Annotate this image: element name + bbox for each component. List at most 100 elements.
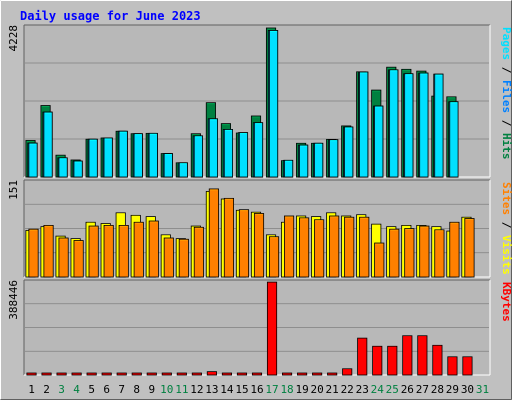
bar-sites-day-7 [118, 225, 129, 278]
bar-sites-day-9-face [148, 220, 159, 278]
bar-pages-day-14 [223, 129, 233, 178]
y-max-label: 388446 [7, 280, 20, 320]
bar-pages-day-24 [374, 105, 384, 178]
bar-kbytes-day-2 [41, 372, 52, 376]
bar-kbytes-day-14 [221, 372, 232, 376]
x-tick-label: 2 [43, 383, 50, 396]
bar-sites-day-29 [449, 221, 460, 278]
x-tick-label: 5 [88, 383, 95, 396]
bar-pages-day-12-face [193, 135, 203, 178]
bar-sites-day-4-face [73, 240, 84, 278]
bar-pages-day-21-face [329, 139, 339, 178]
bar-kbytes-day-4 [71, 372, 82, 376]
x-tick-label: 28 [431, 383, 444, 396]
x-axis-labels: 1 2 3 4 5 6 7 8 9 10 11 12 13 14 15 16 17 18 19 20 21 22 23 24 2… [28, 383, 489, 396]
x-tick-label: 15 [235, 383, 248, 396]
bar-sites-day-17 [268, 236, 280, 278]
bar-sites-day-25-face [389, 228, 400, 278]
x-tick-label: 20 [311, 383, 324, 396]
bar-pages-day-10-face [163, 153, 173, 178]
bar-pages-day-1-face [28, 142, 38, 178]
x-tick-label: 23 [356, 383, 369, 396]
bar-sites-day-24 [374, 242, 385, 278]
bar-sites-day-8-face [133, 221, 144, 278]
x-tick-label: 9 [148, 383, 155, 396]
bar-pages-day-2 [43, 111, 53, 178]
legend-kbytes: KBytes [500, 282, 512, 322]
bar-pages-day-13 [208, 118, 218, 178]
bar-sites-day-28-face [434, 229, 445, 278]
bar-pages-day-24-face [374, 105, 384, 178]
bar-pages-day-27 [419, 72, 429, 178]
bar-pages-day-19 [299, 144, 309, 178]
bar-pages-day-15 [238, 132, 249, 178]
bar-sites-day-21 [329, 215, 340, 278]
x-tick-label: 27 [416, 383, 429, 396]
bar-kbytes-day-16 [251, 372, 263, 376]
bar-kbytes-day-22 [342, 368, 353, 376]
bar-sites-day-24-face [374, 242, 385, 278]
y-max-label: 4228 [7, 25, 20, 52]
x-tick-label: 11 [175, 383, 188, 396]
bar-sites-day-16 [253, 213, 265, 278]
x-tick-label: 4 [73, 383, 80, 396]
x-tick-label: 6 [103, 383, 110, 396]
panel-2: 151 Sites / Visits [7, 179, 512, 278]
x-tick-label: 18 [280, 383, 293, 396]
bar-sites-day-1-face [28, 228, 39, 278]
bar-sites-day-22 [344, 216, 355, 278]
bar-pages-day-4-face [73, 160, 83, 178]
bar-sites-day-16-face [253, 213, 265, 278]
bar-sites-day-5 [88, 225, 99, 278]
bar-pages-day-13-face [208, 118, 218, 178]
bar-sites-day-19-face [299, 217, 310, 278]
bar-pages-day-15-face [238, 132, 249, 178]
bar-kbytes-day-6 [101, 372, 112, 376]
bar-sites-day-20 [314, 219, 325, 278]
bar-sites-day-23 [359, 216, 370, 278]
bar-pages-day-4 [73, 160, 83, 178]
bar-pages-day-16 [253, 122, 264, 178]
x-tick-label: 21 [326, 383, 339, 396]
bar-kbytes-day-27-face [417, 335, 428, 376]
bar-kbytes-day-24-face [372, 345, 383, 376]
bar-sites-day-14 [223, 197, 234, 278]
bar-sites-day-10 [163, 237, 174, 278]
bar-kbytes-day-29-face [447, 356, 458, 376]
bar-pages-day-21 [329, 139, 339, 178]
bar-sites-day-3 [58, 237, 69, 278]
bar-sites-day-9 [148, 220, 159, 278]
bar-sites-day-2 [43, 225, 54, 278]
x-tick-label: 3 [58, 383, 65, 396]
bar-kbytes-day-1 [26, 372, 37, 376]
bar-kbytes-day-21 [327, 372, 338, 376]
bar-sites-day-18-face [284, 215, 295, 278]
bar-sites-day-27-face [419, 225, 430, 278]
legend-separator: / [500, 113, 512, 133]
bar-sites-day-3-face [58, 237, 69, 278]
bar-pages-day-3-face [58, 157, 68, 178]
panel-legend: Sites / Visits [500, 182, 512, 275]
bar-kbytes-day-11 [176, 372, 187, 376]
bar-sites-day-23-face [359, 216, 370, 278]
bar-kbytes-day-15 [236, 372, 248, 376]
bar-pages-day-8 [133, 133, 143, 178]
bar-pages-day-12 [193, 135, 203, 178]
bar-kbytes-day-12 [191, 372, 202, 376]
bar-sites-day-26 [404, 228, 415, 278]
bar-sites-day-13-face [208, 188, 219, 278]
bar-pages-day-9-face [148, 132, 158, 178]
bar-pages-day-9 [148, 132, 158, 178]
legend-files: Files [500, 80, 512, 113]
bar-sites-day-12 [193, 226, 204, 278]
bar-pages-day-18 [284, 159, 294, 178]
bar-sites-day-10-face [163, 237, 174, 278]
x-tick-label: 14 [220, 383, 234, 396]
bar-sites-day-22-face [344, 216, 355, 278]
bar-kbytes-day-25 [387, 345, 398, 376]
bar-pages-day-23-face [359, 71, 369, 178]
bar-pages-day-22-face [344, 126, 354, 178]
bar-kbytes-day-17-face [266, 281, 278, 376]
bar-kbytes-day-29 [447, 356, 458, 376]
bar-kbytes-day-5 [86, 372, 97, 376]
